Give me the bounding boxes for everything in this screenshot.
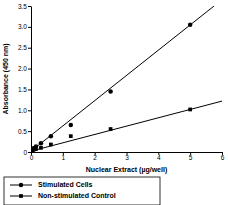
legend-box (4, 177, 160, 205)
x-tick: 1 (62, 152, 66, 161)
y-tick: 0 (23, 149, 31, 156)
x-tick-label: 2 (93, 154, 97, 161)
point (69, 134, 73, 138)
point (188, 23, 193, 28)
point (49, 143, 53, 147)
x-axis-title: Nuclear Extract (µg/well) (86, 166, 167, 174)
legend-marker (19, 183, 24, 188)
fit-line (31, 101, 222, 151)
y-tick-mark (28, 69, 31, 70)
chart: 0 1 2 3 4 5 6 0 0.5 1.0 1.5 2.0 2.5 3.0 3.5 Nuclear Ext… (0, 0, 228, 205)
point (108, 89, 113, 94)
y-tick-mark (28, 27, 31, 28)
x-tick: 3 (125, 152, 129, 161)
y-axis: 0 0.5 1.0 1.5 2.0 2.5 3.0 3.5 (18, 3, 32, 156)
y-tick: 1.5 (18, 86, 31, 93)
y-tick-label: 1.0 (18, 107, 27, 114)
legend-label: Non-stimulated Control (38, 192, 116, 199)
y-tick-label: 3.0 (18, 23, 27, 30)
x-tick-label: 1 (62, 154, 66, 161)
y-axis-title: Absorbance (450 nm) (2, 43, 10, 114)
x-tick: 6 (221, 152, 225, 161)
y-tick-mark (28, 131, 31, 132)
y-tick-mark (28, 48, 31, 49)
x-tick: 2 (93, 152, 97, 161)
y-tick-mark (28, 89, 31, 90)
y-tick-label: 1.5 (18, 86, 27, 93)
point (39, 146, 43, 150)
legend-label: Stimulated Cells (38, 181, 93, 188)
y-tick-mark (28, 110, 31, 111)
legend: Stimulated Cells Non-stimulated Control (4, 177, 160, 205)
plot-area (31, 6, 222, 152)
y-tick-label: 0 (23, 149, 27, 156)
y-tick-label: 0.5 (18, 128, 27, 135)
x-tick-label: 3 (125, 154, 129, 161)
x-tick-label: 5 (189, 154, 193, 161)
x-tick-label: 6 (221, 154, 225, 161)
y-axis-line (31, 7, 32, 153)
x-tick-label: 4 (157, 154, 161, 161)
y-tick: 1.0 (18, 107, 31, 114)
legend-marker (19, 194, 23, 198)
x-tick-label: 0 (30, 154, 34, 161)
point (34, 147, 38, 151)
y-tick-mark (28, 152, 31, 153)
y-tick-label: 3.5 (18, 3, 27, 10)
y-tick: 2.5 (18, 44, 31, 51)
y-tick-label: 2.0 (18, 65, 27, 72)
x-tick: 5 (189, 152, 193, 161)
x-tick: 0 (30, 152, 34, 161)
point (188, 108, 192, 112)
point (109, 127, 113, 131)
point (39, 141, 44, 146)
y-tick: 0.5 (18, 128, 31, 135)
x-tick: 4 (157, 152, 161, 161)
y-tick: 2.0 (18, 65, 31, 72)
point (69, 123, 74, 128)
point (49, 134, 54, 139)
y-tick: 3.0 (18, 23, 31, 30)
y-tick: 3.5 (18, 3, 31, 10)
x-axis: 0 1 2 3 4 5 6 (30, 152, 225, 161)
y-tick-label: 2.5 (18, 44, 27, 51)
fit-line (31, 6, 214, 151)
y-tick-mark (28, 6, 31, 7)
